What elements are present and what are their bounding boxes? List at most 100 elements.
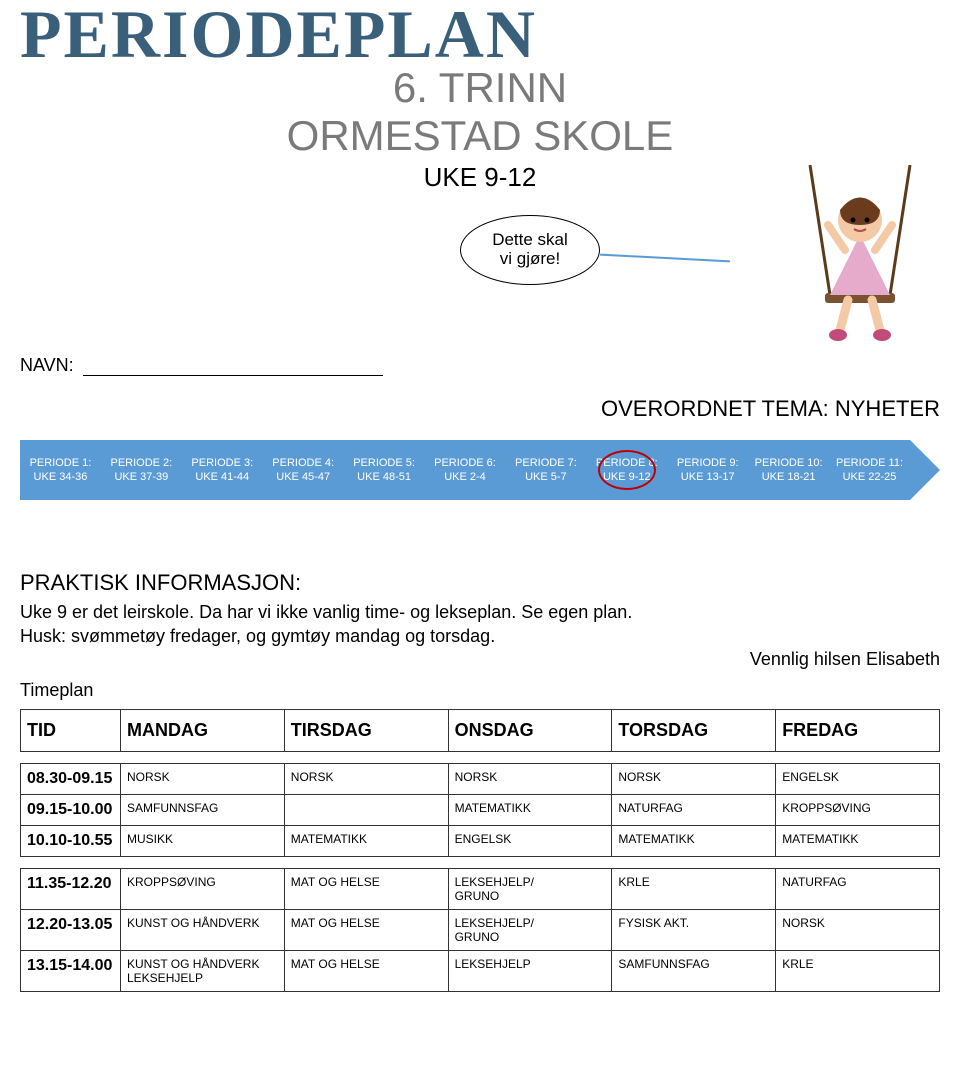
time-cell: 13.15-14.00 <box>21 950 121 991</box>
period-weeks: UKE 45-47 <box>263 470 344 484</box>
subject-cell: NATURFAG <box>612 794 776 825</box>
period-label: PERIODE 9: <box>667 456 748 470</box>
subject-cell: MATEMATIKK <box>448 794 612 825</box>
subject-cell <box>284 794 448 825</box>
period-cell: PERIODE 7:UKE 5-7 <box>505 456 586 485</box>
col-header-day: MANDAG <box>121 709 285 751</box>
period-cell: PERIODE 10:UKE 18-21 <box>748 456 829 485</box>
period-cell: PERIODE 9:UKE 13-17 <box>667 456 748 485</box>
spacer-row <box>21 856 940 868</box>
spacer-row <box>21 751 940 763</box>
period-cell: PERIODE 2:UKE 37-39 <box>101 456 182 485</box>
period-label: PERIODE 11: <box>829 456 910 470</box>
subject-cell: ENGELSK <box>448 825 612 856</box>
period-label: PERIODE 1: <box>20 456 101 470</box>
name-input-line[interactable] <box>83 375 383 376</box>
period-weeks: UKE 37-39 <box>101 470 182 484</box>
subject-cell: KRLE <box>612 868 776 909</box>
time-cell: 09.15-10.00 <box>21 794 121 825</box>
timeplan-label: Timeplan <box>20 680 940 701</box>
time-cell: 10.10-10.55 <box>21 825 121 856</box>
subject-cell: SAMFUNNSFAG <box>121 794 285 825</box>
period-weeks: UKE 13-17 <box>667 470 748 484</box>
period-weeks: UKE 22-25 <box>829 470 910 484</box>
subject-cell: LEKSEHJELP/ GRUNO <box>448 909 612 950</box>
col-header-day: TORSDAG <box>612 709 776 751</box>
subject-cell: KROPPSØVING <box>121 868 285 909</box>
table-row: 09.15-10.00SAMFUNNSFAG MATEMATIKKNATURFAG… <box>21 794 940 825</box>
school-label: ORMESTAD SKOLE <box>20 112 940 160</box>
subject-cell: KUNST OG HÅNDVERK <box>121 909 285 950</box>
subject-cell: NORSK <box>776 909 940 950</box>
col-header-day: TIRSDAG <box>284 709 448 751</box>
info-section: PRAKTISK INFORMASJON: Uke 9 er det leirs… <box>20 570 940 670</box>
theme-label: OVERORDNET TEMA: NYHETER <box>20 396 940 422</box>
subject-cell: SAMFUNNSFAG <box>612 950 776 991</box>
table-row: 11.35-12.20KROPPSØVINGMAT OG HELSELEKSEH… <box>21 868 940 909</box>
period-cell: PERIODE 4:UKE 45-47 <box>263 456 344 485</box>
col-header-tid: TID <box>21 709 121 751</box>
subject-cell: MATEMATIKK <box>776 825 940 856</box>
period-cell: PERIODE 11:UKE 22-25 <box>829 456 910 485</box>
time-cell: 12.20-13.05 <box>21 909 121 950</box>
period-cell: PERIODE 6:UKE 2-4 <box>425 456 506 485</box>
subject-cell: ENGELSK <box>776 763 940 794</box>
subject-cell: KRLE <box>776 950 940 991</box>
period-cell: PERIODE 3:UKE 41-44 <box>182 456 263 485</box>
time-cell: 11.35-12.20 <box>21 868 121 909</box>
table-row: 12.20-13.05KUNST OG HÅNDVERKMAT OG HELSE… <box>21 909 940 950</box>
col-header-day: ONSDAG <box>448 709 612 751</box>
time-cell: 08.30-09.15 <box>21 763 121 794</box>
info-line-2: Husk: svømmetøy fredager, og gymtøy mand… <box>20 624 940 648</box>
period-label: PERIODE 7: <box>505 456 586 470</box>
subject-cell: MAT OG HELSE <box>284 950 448 991</box>
period-label: PERIODE 10: <box>748 456 829 470</box>
page-title: PERIODEPLAN <box>20 0 940 74</box>
bubble-area: Dette skal vi gjøre! <box>20 195 940 345</box>
period-label: PERIODE 5: <box>344 456 425 470</box>
subject-cell: NORSK <box>121 763 285 794</box>
table-row: 10.10-10.55MUSIKKMATEMATIKKENGELSKMATEMA… <box>21 825 940 856</box>
period-arrow-band: PERIODE 1:UKE 34-36PERIODE 2:UKE 37-39PE… <box>20 440 910 500</box>
subject-cell: LEKSEHJELP <box>448 950 612 991</box>
current-period-circle <box>598 450 656 490</box>
timetable-header-row: TIDMANDAGTIRSDAGONSDAGTORSDAGFREDAG <box>21 709 940 751</box>
period-label: PERIODE 2: <box>101 456 182 470</box>
speech-bubble: Dette skal vi gjøre! <box>460 215 600 285</box>
period-weeks: UKE 34-36 <box>20 470 101 484</box>
period-weeks: UKE 5-7 <box>505 470 586 484</box>
greeting: Vennlig hilsen Elisabeth <box>20 649 940 670</box>
period-label: PERIODE 6: <box>425 456 506 470</box>
subject-cell: MATEMATIKK <box>612 825 776 856</box>
subject-cell: KUNST OG HÅNDVERK LEKSEHJELP <box>121 950 285 991</box>
period-weeks: UKE 48-51 <box>344 470 425 484</box>
name-label: NAVN: <box>20 355 74 375</box>
weeks-label: UKE 9-12 <box>418 160 543 195</box>
subject-cell: MAT OG HELSE <box>284 909 448 950</box>
bubble-connector <box>600 254 730 263</box>
subject-cell: MATEMATIKK <box>284 825 448 856</box>
table-row: 13.15-14.00KUNST OG HÅNDVERK LEKSEHJELPM… <box>21 950 940 991</box>
bubble-text-1: Dette skal <box>492 230 568 249</box>
info-heading: PRAKTISK INFORMASJON: <box>20 570 940 596</box>
info-line-1: Uke 9 er det leirskole. Da har vi ikke v… <box>20 600 940 624</box>
subject-cell: MAT OG HELSE <box>284 868 448 909</box>
subject-cell: MUSIKK <box>121 825 285 856</box>
subject-cell: KROPPSØVING <box>776 794 940 825</box>
subject-cell: NATURFAG <box>776 868 940 909</box>
period-cell: PERIODE 1:UKE 34-36 <box>20 456 101 485</box>
subject-cell: NORSK <box>284 763 448 794</box>
subject-cell: FYSISK AKT. <box>612 909 776 950</box>
col-header-day: FREDAG <box>776 709 940 751</box>
period-label: PERIODE 3: <box>182 456 263 470</box>
period-weeks: UKE 2-4 <box>425 470 506 484</box>
girl-on-swing-icon <box>750 165 950 365</box>
bubble-text-2: vi gjøre! <box>500 249 560 268</box>
period-weeks: UKE 41-44 <box>182 470 263 484</box>
period-label: PERIODE 4: <box>263 456 344 470</box>
table-row: 08.30-09.15NORSKNORSKNORSKNORSKENGELSK <box>21 763 940 794</box>
period-cell: PERIODE 5:UKE 48-51 <box>344 456 425 485</box>
subject-cell: NORSK <box>448 763 612 794</box>
timetable: TIDMANDAGTIRSDAGONSDAGTORSDAGFREDAG 08.3… <box>20 709 940 992</box>
period-weeks: UKE 18-21 <box>748 470 829 484</box>
